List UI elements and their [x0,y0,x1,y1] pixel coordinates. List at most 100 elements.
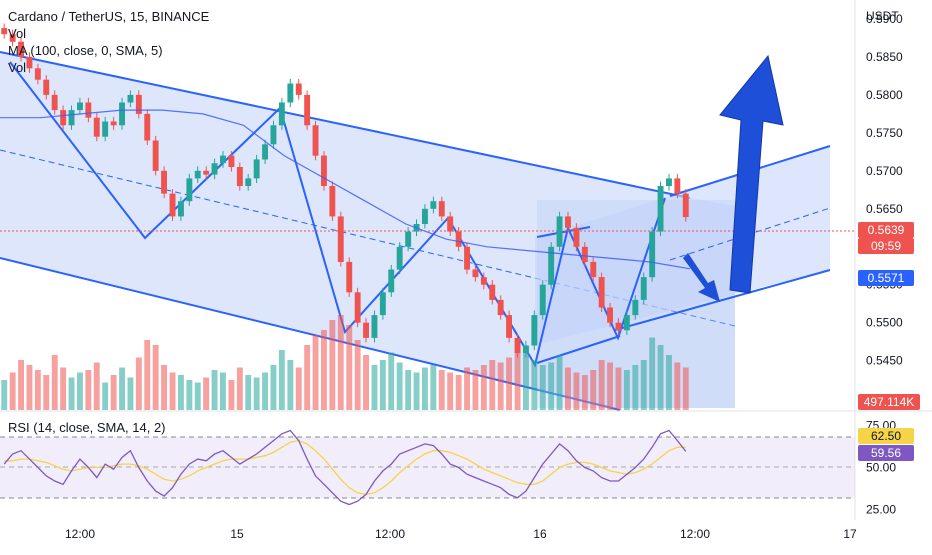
volume-bar [354,340,361,410]
candle-body [455,231,462,247]
candle-body [329,186,336,217]
volume-bar [346,325,353,410]
volume-bar [607,362,613,410]
volume-bar [489,360,496,410]
vol-indicator-label[interactable]: Vol [8,26,27,41]
candle-body [581,246,588,262]
currency-label: USDT [866,9,899,23]
candle-body [194,170,201,179]
candle-body [464,246,470,270]
rsi-tick-label: 25.00 [866,503,896,517]
candle-body [93,117,100,137]
volume-bar [438,370,445,410]
volume-bar [388,352,395,410]
volume-bar [447,372,454,410]
candles [1,23,689,358]
volume-bar [287,360,294,410]
rsi-ma-line [4,439,686,496]
volume-bar [51,355,58,410]
candle-body [144,113,151,141]
candle-body [337,216,344,262]
x-tick-label: 12:00 [65,527,95,541]
candle-body [152,140,159,171]
candle-body [548,246,555,285]
volume-bar [18,360,24,410]
candle-body [26,56,33,69]
volume-bar [363,355,369,410]
candle-body [270,125,277,145]
candle-body [346,261,353,293]
volume-bar [236,367,243,410]
candle-body [178,201,184,217]
ma-indicator-label[interactable]: MA (100, close, 0, SMA, 5) [8,43,163,58]
last-price-tag: 0.5639 [858,222,914,238]
y-axis-ticks: 0.59000.58500.58000.57500.57000.56500.56… [866,12,903,406]
candle-body [9,34,16,42]
volume-bar [523,350,529,410]
rsi-tick-label: 50.00 [866,461,896,475]
candle-body [43,79,50,95]
candle-body [354,292,361,323]
candle-body [379,292,386,316]
volume-bar [119,367,125,410]
candle-body [295,83,302,95]
x-tick-label: 12:00 [375,527,405,541]
volume-bar [102,382,109,410]
volume-bar [304,345,311,410]
candle-body [682,193,689,218]
volume-bar [253,377,260,410]
candle-body [598,277,605,308]
candle-body [60,110,67,126]
volume-bar [623,370,630,410]
candle-body [480,277,487,285]
volume-bar [178,375,184,410]
candle-body [186,178,193,202]
candle-body [245,178,252,186]
volume-bar [110,375,117,410]
candle-body [556,216,563,247]
volume-bar [161,365,167,410]
volume-bar [581,375,588,410]
volume-bar [93,362,100,410]
candle-body [523,345,529,354]
candle-body [438,201,445,217]
candle-body [220,155,226,164]
candle-body [430,201,437,209]
y-tick-label: 0.5450 [866,354,903,368]
countdown-tag: 09:59 [858,238,914,254]
volume-bar [379,360,386,410]
candle-body [127,94,134,103]
box-top-line [536,226,591,238]
volume-bar [9,372,16,410]
volume-bar [194,382,201,410]
volume-bar [472,370,479,410]
big-up-arrow [719,54,784,294]
vol-indicator-label-2[interactable]: Vol [8,60,27,75]
candle-body [396,246,403,270]
candle-body [615,322,622,331]
volume-bar [666,355,672,410]
candle-body [68,110,75,126]
volume-bar [295,367,302,410]
symbol-title[interactable]: Cardano / TetherUS, 15, BINANCE [8,9,210,24]
candle-body [489,284,496,300]
ascending-bottom-line [614,269,831,331]
candle-body [640,277,647,300]
candle-body [497,299,504,316]
volume-bar [371,365,378,410]
candle-body [321,155,327,186]
rsi-legend[interactable]: RSI (14, close, SMA, 14, 2) [8,420,166,435]
y-tick-label: 0.5750 [866,126,903,140]
candle-body [85,102,92,118]
volume-bar [228,380,235,410]
ma-price-tag: 0.5571 [858,270,914,286]
candle-body [1,28,8,35]
candle-body [77,102,83,111]
volume-bar [590,370,597,410]
x-tick-label: 15 [230,527,244,541]
volume-bar [497,362,504,410]
candle-body [211,163,218,175]
volume-bar [565,367,571,410]
volume-bar [26,365,33,410]
